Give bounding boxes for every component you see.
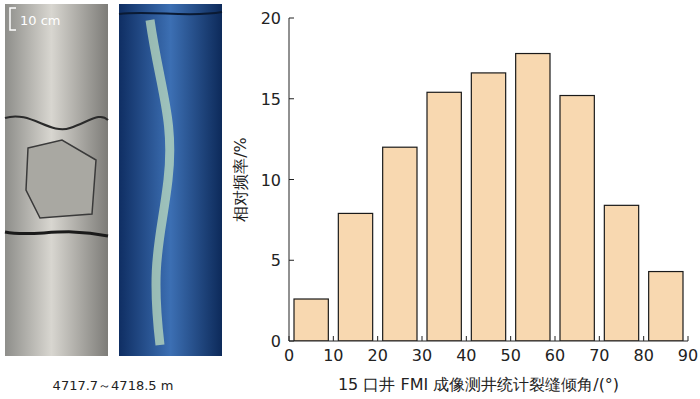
histogram-bar (294, 299, 328, 341)
x-tick (422, 336, 423, 341)
bars (294, 54, 683, 341)
histogram-bar (560, 96, 594, 341)
x-tick-label: 40 (456, 346, 476, 365)
depth-label: 4717.7～4718.5 m (53, 378, 174, 393)
x-tick (643, 336, 644, 341)
histogram-bar (516, 54, 550, 341)
core-crack (5, 232, 108, 236)
x-tick (377, 336, 378, 341)
histogram-bar (649, 272, 683, 341)
x-tick (555, 336, 556, 341)
core-photo-fluorescent (119, 4, 222, 356)
y-tick-label: 20 (261, 9, 281, 28)
core-fragment (26, 140, 96, 218)
y-tick (289, 341, 294, 342)
x-tick (289, 336, 290, 341)
y-tick (289, 98, 294, 99)
y-tick (289, 18, 294, 19)
x-tick-label: 90 (678, 346, 698, 365)
histogram-bar (383, 147, 417, 341)
y-tick-label: 15 (261, 90, 281, 109)
core-photo-plain (5, 4, 108, 356)
y-axis-label: 相对频率/% (231, 137, 250, 222)
x-tick-label: 30 (412, 346, 432, 365)
core-crack (5, 116, 108, 129)
x-tick-label: 0 (284, 346, 294, 365)
x-tick (688, 336, 689, 341)
core-vein (150, 20, 170, 345)
x-axis (289, 341, 688, 342)
histogram-bar (427, 92, 461, 341)
figure: 10 cm 4717.7～4718.5 m 0 5 10 15 20 0 10 20 30 40 50 6… (0, 0, 700, 399)
scale-bar (10, 8, 16, 30)
y-tick-label: 5 (271, 251, 281, 270)
y-tick-label: 10 (261, 171, 281, 190)
x-axis-label: 15 口井 FMI 成像测井统计裂缝倾角/(°) (338, 375, 619, 394)
scale-label: 10 cm (20, 13, 61, 28)
x-tick-label: 60 (545, 346, 565, 365)
x-tick (510, 336, 511, 341)
x-tick (466, 336, 467, 341)
figure-root: 10 cm 4717.7～4718.5 m 0 5 10 15 20 0 10 20 30 40 50 6… (0, 0, 700, 399)
x-tick-label: 10 (323, 346, 343, 365)
x-tick (333, 336, 334, 341)
histogram-bar (338, 213, 372, 341)
y-tick (289, 260, 294, 261)
histogram-bar (471, 73, 505, 341)
x-tick-label: 20 (367, 346, 387, 365)
x-tick-label: 80 (633, 346, 653, 365)
core-crack (119, 12, 222, 14)
histogram-bar (604, 205, 638, 341)
y-tick (289, 179, 294, 180)
y-tick-label: 0 (271, 332, 281, 351)
x-tick-label: 70 (589, 346, 609, 365)
x-tick (599, 336, 600, 341)
x-tick-label: 50 (500, 346, 520, 365)
